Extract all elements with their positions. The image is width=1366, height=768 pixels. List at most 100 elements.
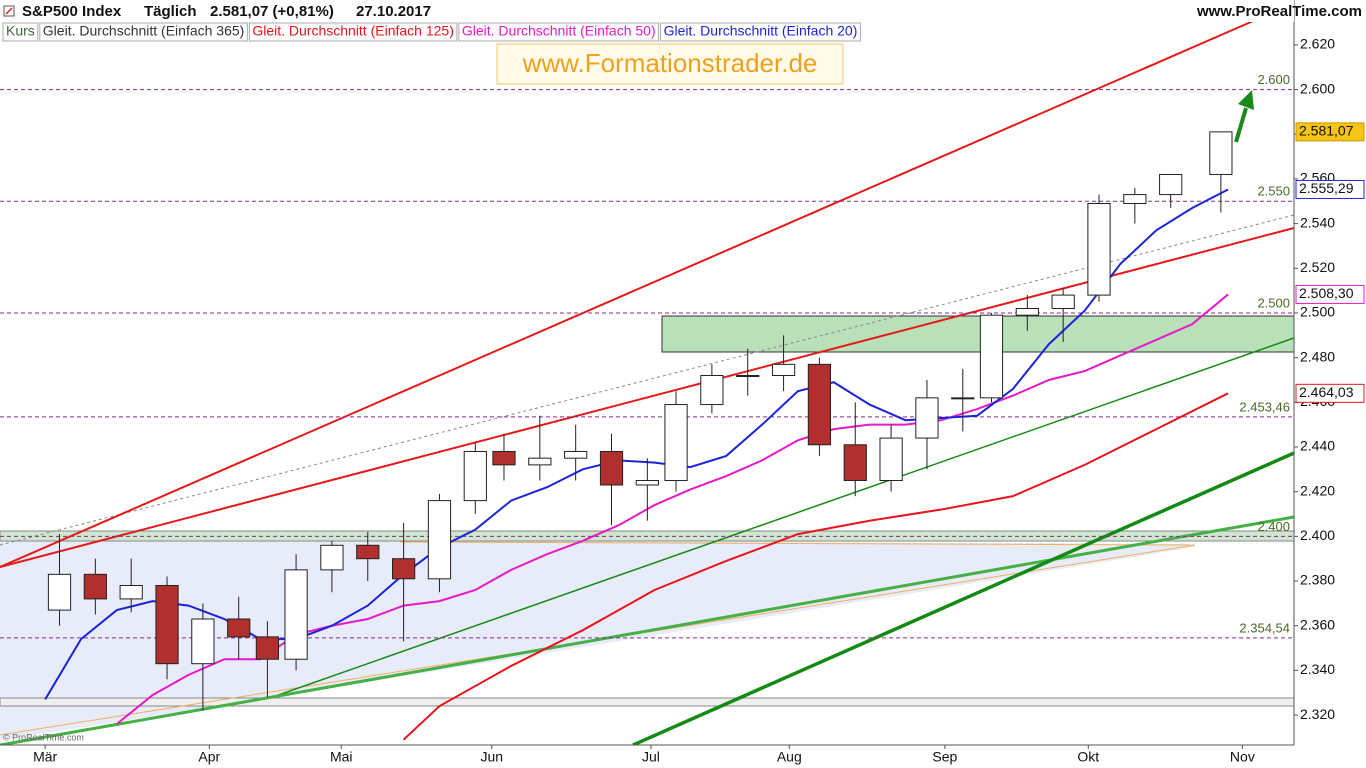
candle-body: [227, 618, 251, 638]
last-value-box: [1295, 179, 1365, 199]
y-tick-label: 2.520: [1300, 259, 1335, 275]
copyright: © ProRealTime.com: [3, 732, 84, 742]
last-value-box: [1295, 122, 1365, 142]
legend-box: [2, 22, 39, 42]
trend-line: [399, 541, 1191, 546]
y-tick-label: 2.320: [1300, 706, 1335, 722]
channel-line: [0, 227, 1295, 568]
level-label: 2.400: [1257, 519, 1290, 534]
level-label: 2.500: [1257, 295, 1290, 310]
axes: 2.3202.3402.3602.3802.4002.4202.4402.460…: [33, 36, 1365, 765]
legend-label: Gleit. Durchschnitt (Einfach 20): [664, 23, 858, 39]
legend-label: Gleit. Durchschnitt (Einfach 125): [252, 23, 454, 39]
resistance-zone: [661, 315, 1295, 353]
chart-title: S&P500 Index: [22, 3, 122, 20]
candle-body: [1159, 173, 1183, 196]
candle-body: [807, 363, 832, 446]
x-tick-label: Jul: [642, 749, 660, 765]
trend-line: [632, 451, 1295, 747]
candle-body: [736, 375, 760, 378]
legend: Kurs Gleit. Durchschnitt (Einfach 365) Gle…: [2, 22, 861, 42]
legend-box: [248, 22, 458, 42]
x-tick-label: Aug: [777, 749, 802, 765]
trend-line: [0, 515, 1295, 747]
candle-body: [879, 437, 903, 482]
candle-body: [492, 450, 516, 466]
candle-body: [83, 573, 107, 600]
candle-body: [463, 450, 487, 502]
legend-label: Gleit. Durchschnitt (Einfach 50): [462, 23, 656, 39]
y-tick-label: 2.360: [1300, 616, 1335, 632]
candle-body: [47, 573, 72, 611]
candle-body: [392, 558, 416, 580]
source: www.ProRealTime.com: [1196, 3, 1362, 20]
last-value-label: 2.581,07: [1299, 123, 1354, 139]
candle-body: [1051, 294, 1075, 309]
candle-body: [951, 397, 975, 400]
moving-average: [402, 392, 1229, 741]
x-tick-label: Apr: [198, 749, 220, 765]
level-label: 2.600: [1257, 72, 1290, 87]
x-tick-label: Nov: [1230, 749, 1255, 765]
y-tick-label: 2.500: [1300, 304, 1335, 320]
arrow: [1234, 107, 1248, 143]
last-value-box: [1295, 284, 1365, 304]
candle-body: [320, 544, 344, 571]
last-value-label: 2.555,29: [1299, 180, 1354, 196]
candle-body: [1209, 131, 1233, 175]
channel-line: [0, 17, 1261, 568]
date: 27.10.2017: [356, 3, 431, 20]
x-tick-label: Mai: [330, 749, 353, 765]
last-value-label: 2.508,30: [1299, 285, 1354, 301]
y-tick-label: 2.540: [1300, 214, 1335, 230]
header: [0, 0, 1294, 22]
legend-label: Gleit. Durchschnitt (Einfach 365): [43, 23, 245, 39]
level-label: 2.453,46: [1239, 399, 1290, 414]
candle-body: [119, 585, 143, 600]
candle-body: [843, 444, 867, 482]
candle-body: [700, 375, 724, 406]
y-tick-label: 2.380: [1300, 572, 1335, 588]
candle-body: [1087, 203, 1111, 296]
x-axis-area: [0, 745, 1366, 768]
legend-box: [39, 22, 248, 42]
levels: 2.600 2.550 2.500 2.453,46 2.400 2.354,54: [0, 72, 1294, 639]
chart-icon: [5, 7, 13, 15]
plot: [44, 131, 1233, 741]
candle-body: [255, 636, 280, 660]
level-label: 2.550: [1257, 184, 1290, 199]
candle-body: [284, 569, 308, 660]
y-tick-label: 2.620: [1300, 36, 1335, 52]
y-tick-label: 2.480: [1300, 348, 1335, 364]
trend-line: [269, 337, 1295, 699]
candle-body: [528, 457, 552, 466]
y-tick-label: 2.600: [1300, 80, 1335, 96]
candle-body: [1015, 307, 1039, 316]
x-tick-label: Mär: [33, 749, 57, 765]
last-value-label: 2.464,03: [1299, 384, 1354, 400]
y-tick-label: 2.440: [1300, 438, 1335, 454]
quote: 2.581,07 (+0,81%): [210, 3, 334, 20]
legend-label: Kurs: [6, 23, 35, 39]
x-tick-label: Sep: [932, 749, 957, 765]
arrow-head: [1238, 90, 1254, 110]
candle-body: [915, 397, 939, 439]
candle-body: [771, 363, 796, 377]
candle-body: [427, 500, 452, 580]
y-tick-label: 2.420: [1300, 482, 1335, 498]
period: Täglich: [144, 3, 197, 20]
candle-body: [635, 480, 659, 486]
candle-body: [979, 314, 1004, 399]
y-tick-label: 2.400: [1300, 527, 1335, 543]
x-tick-label: Okt: [1077, 749, 1099, 765]
level-label: 2.354,54: [1239, 620, 1290, 635]
y-tick-label: 2.340: [1300, 661, 1335, 677]
candle-body: [191, 618, 215, 665]
support-band: [0, 697, 1295, 707]
candle-body: [564, 450, 588, 459]
trend-line: [0, 214, 1295, 546]
last-value-box: [1295, 383, 1365, 403]
